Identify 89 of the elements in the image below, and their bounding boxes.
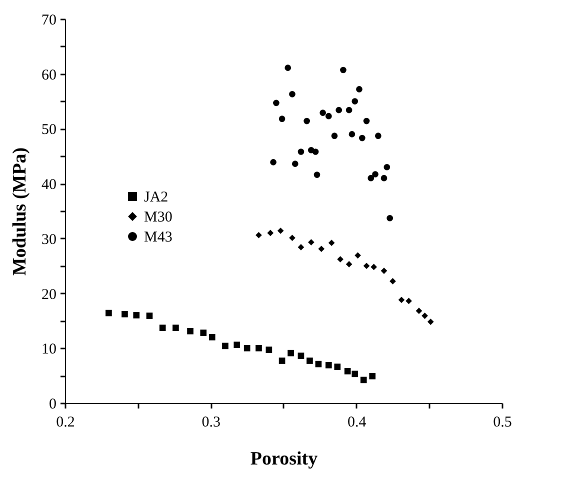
point — [328, 240, 335, 246]
point — [306, 358, 313, 364]
point — [427, 318, 434, 325]
point — [360, 376, 367, 384]
point — [312, 148, 319, 155]
point — [384, 164, 390, 170]
point — [308, 239, 314, 246]
point — [363, 262, 370, 270]
point — [375, 132, 382, 139]
point — [222, 342, 228, 350]
point — [320, 110, 326, 116]
y-tick-label: 0 — [49, 396, 56, 412]
point — [340, 66, 346, 74]
point — [315, 360, 322, 368]
point — [348, 131, 356, 138]
point — [277, 228, 284, 234]
point — [146, 312, 153, 319]
point — [289, 234, 296, 242]
y-tick-label: 50 — [42, 122, 56, 138]
point — [356, 86, 362, 92]
point — [159, 324, 166, 332]
point — [352, 370, 358, 378]
point — [344, 368, 351, 374]
point — [363, 118, 370, 124]
legend-label: M43 — [144, 230, 172, 246]
point — [122, 310, 128, 318]
point — [106, 310, 112, 316]
point — [416, 308, 422, 314]
point — [318, 246, 325, 252]
point — [298, 352, 304, 359]
point — [398, 296, 405, 304]
point — [270, 159, 276, 166]
point — [304, 118, 310, 124]
point — [325, 112, 332, 120]
point — [187, 328, 194, 334]
point — [390, 278, 396, 284]
y-tick-label: 60 — [42, 67, 56, 84]
point — [273, 100, 280, 106]
point — [370, 264, 377, 270]
point — [369, 372, 376, 380]
x-tick-label: 0.5 — [493, 414, 512, 430]
point — [208, 334, 216, 340]
x-axis-title: Porosity — [250, 448, 318, 470]
x-tick-label: 0.2 — [56, 414, 75, 430]
point — [346, 261, 352, 268]
point — [380, 174, 388, 182]
point — [325, 362, 332, 368]
point — [267, 230, 274, 236]
point — [284, 64, 292, 71]
y-axis-title: Modulus (MPa) — [10, 147, 30, 276]
point — [298, 148, 304, 155]
point — [380, 268, 388, 274]
x-tick-label: 0.4 — [347, 414, 367, 430]
point — [359, 134, 366, 142]
point — [278, 358, 286, 364]
point — [133, 312, 140, 318]
point — [386, 214, 393, 222]
point — [352, 98, 358, 104]
point — [244, 344, 250, 352]
point — [337, 256, 344, 262]
point — [256, 232, 262, 238]
point — [372, 171, 378, 178]
y-tick-label: 20 — [42, 286, 56, 303]
point — [292, 160, 298, 167]
point — [354, 252, 361, 259]
point — [278, 116, 286, 122]
legend-label: M30 — [144, 210, 172, 226]
point — [266, 346, 272, 353]
point — [314, 172, 320, 178]
y-tick-label: 10 — [42, 342, 56, 358]
y-tick-label: 30 — [42, 232, 56, 248]
point — [368, 174, 374, 182]
y-tick-label: 70 — [42, 12, 56, 28]
y-tick-label: 40 — [42, 177, 56, 194]
x-tick-label: 0.3 — [202, 414, 221, 430]
point — [406, 298, 412, 304]
point — [172, 324, 179, 332]
point — [334, 364, 341, 370]
point — [336, 106, 342, 114]
point — [289, 91, 296, 98]
point — [288, 350, 294, 356]
point — [200, 330, 207, 336]
point — [422, 312, 428, 319]
point — [331, 132, 338, 139]
point — [346, 106, 352, 114]
point — [298, 244, 304, 250]
legend-label: JA2 — [144, 190, 168, 206]
point — [256, 344, 262, 352]
point — [234, 342, 240, 348]
